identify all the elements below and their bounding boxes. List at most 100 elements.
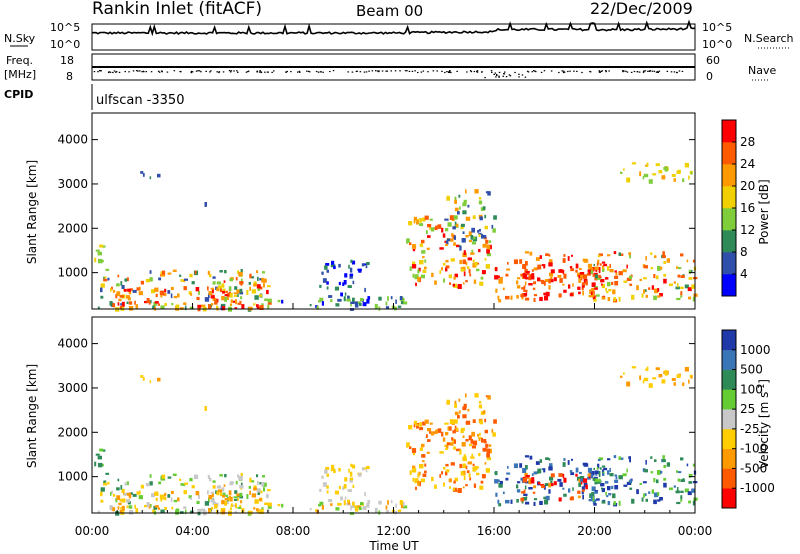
- power-cell: [535, 257, 540, 261]
- velocity-cell: [641, 497, 644, 502]
- power-cell: [613, 297, 616, 302]
- velocity-cell: [347, 499, 350, 503]
- power-cell: [596, 294, 600, 297]
- power-cell: [229, 303, 232, 306]
- velocity-cell: [457, 488, 462, 493]
- power-cell: [449, 215, 454, 220]
- power-cell: [451, 233, 454, 237]
- velocity-cell: [439, 474, 442, 478]
- power-cell: [142, 173, 145, 177]
- nave-point: [562, 71, 565, 74]
- velocity-cell: [256, 474, 259, 478]
- velocity-cell: [480, 480, 484, 484]
- velocity-cell: [196, 500, 200, 505]
- velocity-cell: [460, 429, 464, 434]
- velocity-cell: [412, 465, 416, 469]
- velocity-cell: [110, 492, 112, 496]
- power-cell: [461, 238, 466, 243]
- velocity-cell: [118, 502, 122, 506]
- velocity-cell: [219, 474, 223, 477]
- power-cell: [149, 277, 153, 282]
- velocity-cell: [262, 482, 267, 487]
- velocity-cell: [158, 481, 162, 485]
- nave-point: [173, 70, 176, 72]
- colorbar-tick-label: 4: [740, 267, 748, 281]
- power-cell: [155, 293, 158, 298]
- velocity-cell: [253, 487, 257, 491]
- power-cell: [562, 258, 566, 263]
- power-cell: [351, 260, 356, 265]
- power-cell: [233, 292, 239, 295]
- velocity-cell: [334, 490, 339, 495]
- power-cell: [337, 298, 342, 302]
- velocity-cell: [337, 502, 342, 506]
- velocity-cell: [596, 498, 600, 501]
- power-cell: [641, 293, 644, 298]
- velocity-cell: [663, 477, 667, 481]
- power-cell: [463, 250, 466, 255]
- velocity-cell: [557, 478, 562, 482]
- power-cell: [259, 278, 263, 281]
- velocity-cell: [484, 462, 487, 465]
- velocity-cell: [409, 470, 412, 475]
- velocity-cell: [411, 468, 417, 473]
- velocity-cell: [421, 443, 425, 448]
- power-cell: [239, 288, 243, 293]
- nave-point: [655, 71, 658, 73]
- power-cell: [445, 265, 450, 269]
- power-cell: [452, 283, 455, 287]
- velocity-cell: [587, 476, 591, 480]
- velocity-cell: [653, 499, 657, 505]
- power-cell: [364, 287, 366, 293]
- power-cell: [207, 286, 209, 291]
- velocity-cell: [351, 464, 356, 469]
- velocity-cell: [116, 495, 121, 501]
- power-cell: [569, 266, 573, 269]
- power-cell: [385, 306, 390, 309]
- nave-point: [390, 70, 392, 72]
- power-cell: [138, 291, 143, 296]
- power-cell: [140, 171, 144, 174]
- power-cell: [575, 269, 578, 273]
- power-cell: [343, 280, 347, 285]
- colorbar-segment: [722, 428, 736, 449]
- velocity-cell: [233, 496, 239, 499]
- power-cell: [409, 266, 412, 271]
- x-tick-label: 16:00: [477, 524, 512, 538]
- power-cell: [366, 262, 370, 266]
- velocity-cell: [550, 480, 553, 485]
- velocity-cell: [533, 485, 537, 489]
- velocity-cell: [594, 491, 598, 494]
- velocity-cell: [454, 477, 458, 482]
- velocity-cell: [442, 437, 446, 442]
- velocity-cell: [170, 497, 173, 503]
- power-cell: [587, 272, 591, 276]
- velocity-cell: [646, 366, 649, 371]
- velocity-cell: [424, 419, 429, 424]
- power-cell: [663, 273, 667, 277]
- velocity-cell: [673, 485, 676, 488]
- velocity-cell: [463, 475, 466, 481]
- velocity-cell: [466, 470, 470, 473]
- power-cell: [441, 227, 444, 233]
- power-cell: [127, 288, 131, 292]
- power-cell: [414, 274, 419, 280]
- power-cell: [454, 196, 457, 202]
- power-cell: [241, 304, 245, 309]
- velocity-cell: [486, 457, 492, 461]
- nave-point: [605, 70, 607, 72]
- velocity-cell: [350, 463, 353, 467]
- velocity-cell: [210, 499, 215, 503]
- power-cell: [225, 290, 228, 294]
- velocity-cell: [350, 505, 355, 508]
- power-cell: [472, 262, 477, 268]
- nave-point: [197, 70, 199, 72]
- power-cell: [97, 251, 102, 256]
- nave-point: [93, 71, 96, 73]
- power-cell: [478, 234, 481, 237]
- velocity-cell: [356, 505, 361, 509]
- velocity-cell: [628, 456, 631, 460]
- velocity-cell: [481, 439, 487, 443]
- velocity-cell: [487, 395, 491, 400]
- power-cell: [693, 293, 698, 297]
